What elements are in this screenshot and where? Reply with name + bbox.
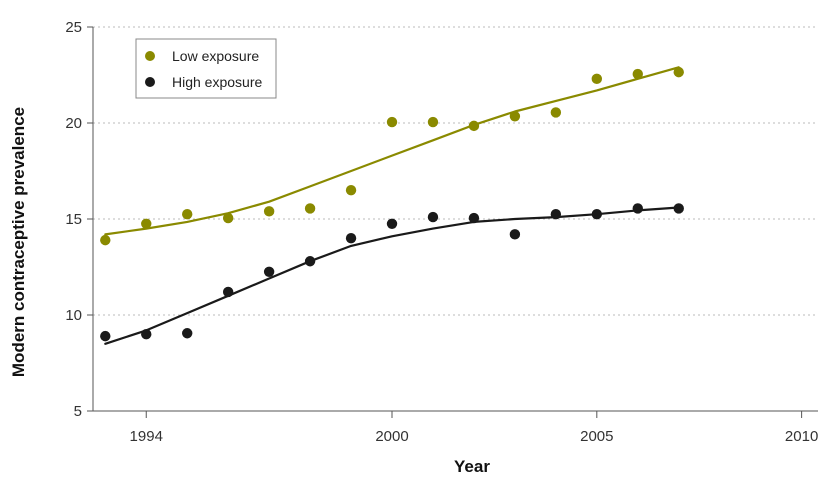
- data-point-low-exposure: [427, 116, 439, 128]
- data-point-low-exposure: [632, 68, 643, 80]
- x-axis-title: Year: [454, 457, 490, 476]
- ticks: 5 10 15 20 25 1994 2000 2005 2010: [65, 19, 818, 445]
- x-tick-label: 2010: [785, 428, 818, 445]
- data-point-high-exposure: [509, 229, 521, 240]
- trend-line-low-exposure: [104, 66, 680, 236]
- data-point-low-exposure: [182, 209, 193, 220]
- data-point-low-exposure: [591, 73, 603, 85]
- data-point-low-exposure: [345, 185, 357, 196]
- y-tick-label: 15: [65, 211, 82, 228]
- data-point-high-exposure: [345, 233, 357, 244]
- legend-label-high-exposure: High exposure: [172, 74, 262, 90]
- data-point-high-exposure: [673, 203, 684, 214]
- trend-line-high-exposure: [104, 206, 680, 345]
- legend-marker-low-exposure: [145, 51, 155, 61]
- data-point-high-exposure: [182, 328, 193, 339]
- y-tick-label: 10: [65, 307, 82, 324]
- data-point-high-exposure: [632, 203, 643, 214]
- legend-box: [135, 38, 277, 99]
- data-point-low-exposure: [509, 111, 521, 122]
- x-tick-label: 2000: [375, 428, 408, 445]
- trend-lines: [104, 66, 680, 345]
- data-point-low-exposure: [550, 107, 562, 118]
- data-point-high-exposure: [468, 212, 480, 224]
- legend-marker-high-exposure: [145, 77, 155, 87]
- data-point-low-exposure: [222, 212, 234, 224]
- data-point-low-exposure: [468, 120, 480, 132]
- data-point-high-exposure: [304, 256, 316, 267]
- data-point-low-exposure: [141, 218, 152, 229]
- data-point-high-exposure: [141, 329, 152, 340]
- data-point-low-exposure: [673, 66, 684, 78]
- y-tick-label: 20: [65, 115, 82, 132]
- y-axis-title: Modern contraceptive prevalence: [9, 107, 28, 377]
- data-point-low-exposure: [100, 234, 111, 246]
- gridlines: [93, 26, 818, 316]
- data-point-high-exposure: [100, 330, 111, 342]
- legend: Low exposure High exposure: [135, 38, 277, 99]
- y-tick-label: 25: [65, 19, 82, 36]
- data-points: [100, 66, 684, 342]
- data-point-high-exposure: [263, 266, 275, 277]
- data-point-low-exposure: [386, 116, 398, 128]
- data-point-high-exposure: [591, 209, 603, 220]
- data-point-low-exposure: [263, 206, 275, 217]
- data-point-high-exposure: [427, 211, 439, 223]
- x-tick-label: 2005: [580, 428, 613, 445]
- data-point-high-exposure: [386, 218, 398, 229]
- legend-label-low-exposure: Low exposure: [172, 48, 259, 64]
- data-point-low-exposure: [304, 203, 316, 214]
- y-tick-label: 5: [74, 403, 82, 420]
- x-tick-label: 1994: [130, 428, 163, 445]
- data-point-high-exposure: [222, 286, 234, 298]
- data-point-high-exposure: [550, 209, 562, 220]
